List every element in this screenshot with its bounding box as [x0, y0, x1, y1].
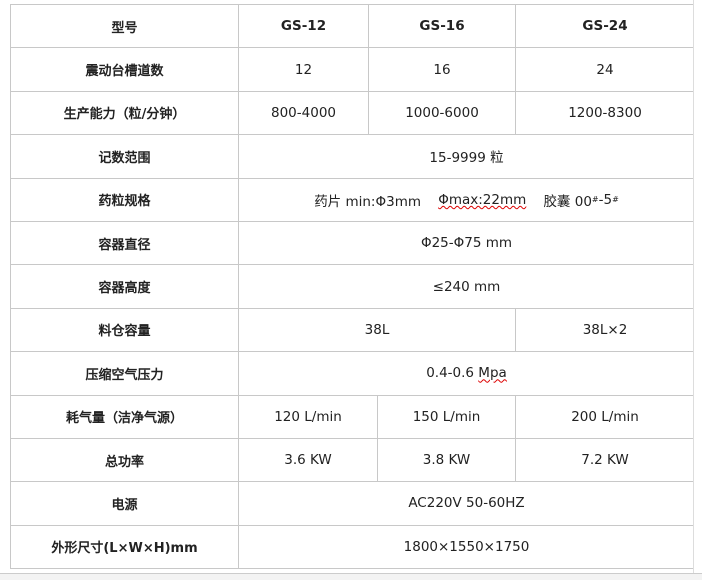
row-label: 记数范围	[11, 135, 239, 179]
header-model: 型号	[11, 5, 239, 49]
vertical-scrollbar[interactable]	[693, 0, 702, 580]
cell: 15-9999 粒	[239, 135, 695, 179]
cell: 0.4-0.6 Mpa	[239, 352, 695, 396]
table-row: 总功率 3.6 KW 3.8 KW 7.2 KW	[11, 438, 695, 483]
capsule-dash: -5	[598, 191, 613, 208]
row-label: 容器直径	[11, 221, 239, 266]
table-row: 容器高度 ≤240 mm	[11, 265, 695, 309]
spec-table: 型号 GS-12 GS-16 GS-24 震动台槽道数 12 16 24 生产能…	[10, 4, 695, 570]
cell: 38L	[239, 308, 516, 353]
table-row: 记数范围 15-9999 粒	[11, 135, 695, 179]
sup: #	[612, 195, 619, 205]
row-label: 容器高度	[11, 265, 239, 309]
cell: 1200-8300	[516, 91, 695, 136]
cell: 1800×1550×1750	[239, 525, 695, 570]
table-row: 电源 AC220V 50-60HZ	[11, 482, 695, 526]
table-row: 料仓容量 38L 38L×2	[11, 308, 695, 353]
horizontal-scrollbar[interactable]	[0, 573, 702, 580]
row-label: 震动台槽道数	[11, 48, 239, 92]
cell: Φ25-Φ75 mm	[239, 221, 695, 266]
capsule-spec: 胶囊 00	[543, 193, 592, 210]
table-header-row: 型号 GS-12 GS-16 GS-24	[11, 5, 695, 49]
table-row: 外形尺寸(L×W×H)mm 1800×1550×1750	[11, 525, 695, 570]
cell: 12	[239, 48, 369, 92]
table-row: 耗气量（洁净气源） 120 L/min 150 L/min 200 L/min	[11, 395, 695, 439]
max-spec: Φmax:22mm	[438, 191, 527, 208]
row-label: 电源	[11, 482, 239, 526]
table-row: 生产能力（粒/分钟） 800-4000 1000-6000 1200-8300	[11, 91, 695, 136]
pressure-value: 0.4-0.6	[426, 365, 474, 382]
header-gs24: GS-24	[516, 5, 695, 49]
row-label: 生产能力（粒/分钟）	[11, 91, 239, 136]
row-label: 耗气量（洁净气源）	[11, 395, 239, 439]
cell: 24	[516, 48, 695, 92]
cell: AC220V 50-60HZ	[239, 482, 695, 526]
row-label: 总功率	[11, 438, 239, 483]
sup: #	[591, 195, 599, 205]
cell: 16	[369, 48, 516, 92]
cell: 3.8 KW	[378, 438, 516, 483]
cell: 3.6 KW	[239, 438, 378, 483]
cell: 200 L/min	[516, 395, 695, 439]
cell: 800-4000	[239, 91, 369, 136]
table-row: 压缩空气压力 0.4-0.6 Mpa	[11, 352, 695, 396]
cell: 150 L/min	[378, 395, 516, 439]
header-gs16: GS-16	[369, 5, 516, 49]
cell: 120 L/min	[239, 395, 378, 439]
row-label: 料仓容量	[11, 308, 239, 353]
header-gs12: GS-12	[239, 5, 369, 49]
tablet-spec: 药片 min:Φ3mm	[314, 193, 422, 210]
table-row: 震动台槽道数 12 16 24	[11, 48, 695, 92]
table-row: 药粒规格 药片 min:Φ3mm Φmax:22mm 胶囊 00 # -5 #	[11, 178, 695, 222]
row-label: 压缩空气压力	[11, 352, 239, 396]
cell: 药片 min:Φ3mm Φmax:22mm 胶囊 00 # -5 #	[239, 178, 695, 222]
row-label: 药粒规格	[11, 178, 239, 222]
row-label: 外形尺寸(L×W×H)mm	[11, 525, 239, 570]
cell: 1000-6000	[369, 91, 516, 136]
pressure-unit: Mpa	[478, 365, 507, 382]
cell: 38L×2	[516, 308, 695, 353]
cell: 7.2 KW	[516, 438, 695, 483]
cell: ≤240 mm	[239, 265, 695, 309]
table-row: 容器直径 Φ25-Φ75 mm	[11, 221, 695, 266]
